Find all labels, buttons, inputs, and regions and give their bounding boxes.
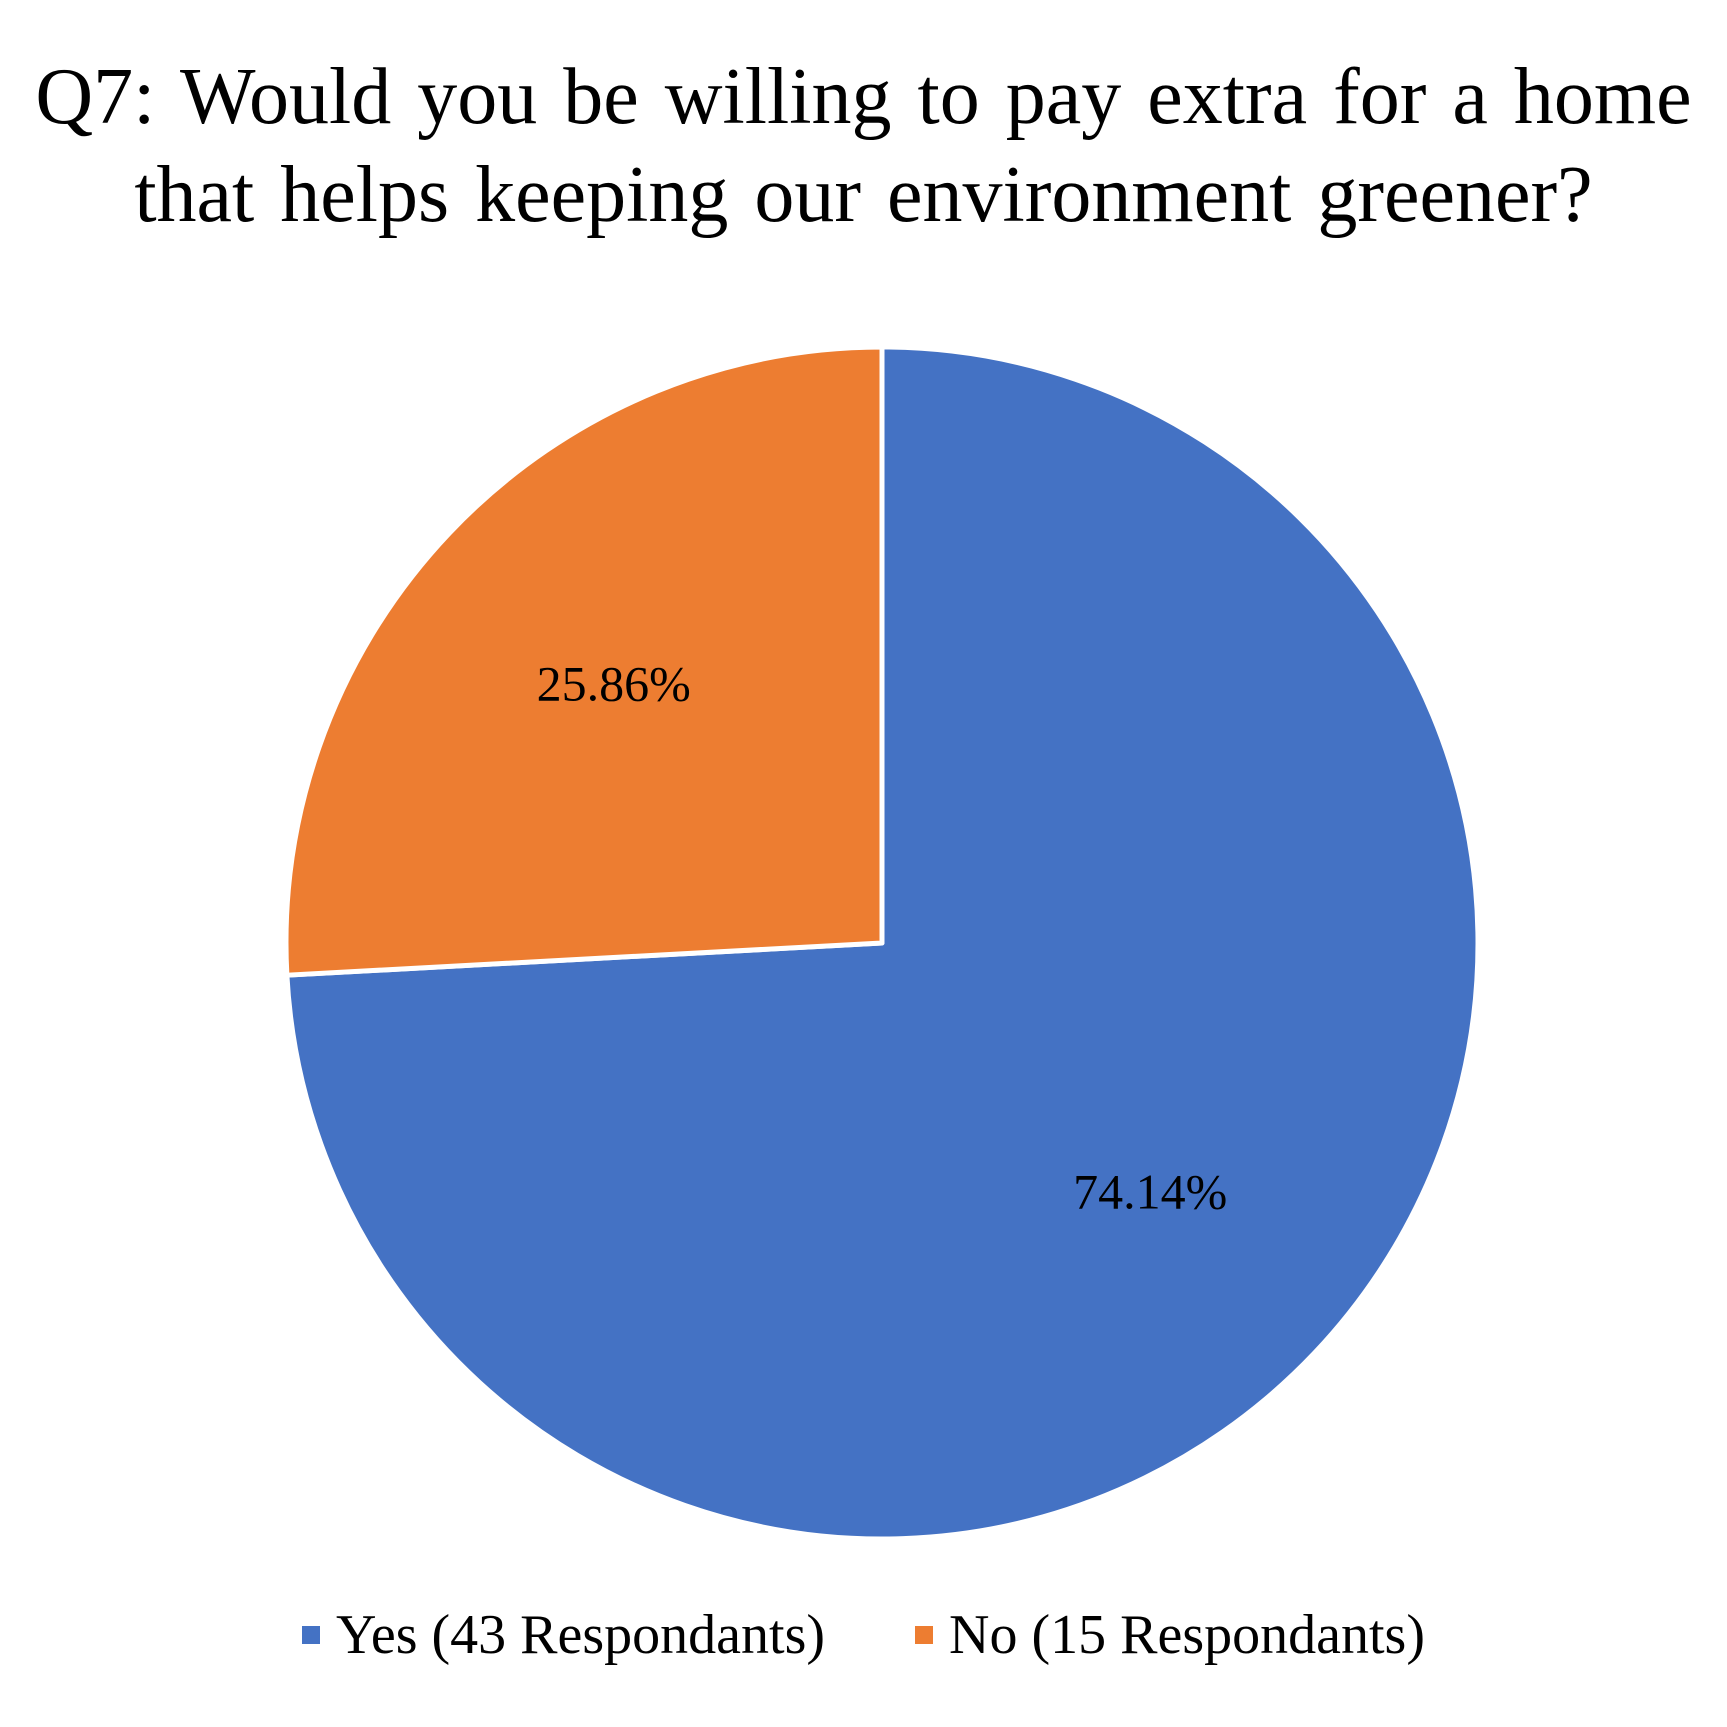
legend-item-no: No (15 Respondants) bbox=[915, 1600, 1425, 1670]
pie-data-labels: 74.14% 25.86% bbox=[537, 655, 1228, 1219]
chart-title-line-2: that helps keeping our environment green… bbox=[134, 151, 1593, 239]
legend-label-no: No (15 Respondants) bbox=[949, 1604, 1425, 1666]
legend-item-yes: Yes (43 Respondants) bbox=[302, 1600, 825, 1670]
data-label-yes: 74.14% bbox=[1073, 1164, 1227, 1220]
chart-title: Q7: Would you be willing to pay extra fo… bbox=[0, 48, 1727, 244]
pie-slices bbox=[283, 344, 1481, 1542]
chart-legend: Yes (43 Respondants) No (15 Respondants) bbox=[0, 1600, 1727, 1670]
pie-slice-no bbox=[283, 344, 885, 978]
chart-title-line-1: Q7: Would you be willing to pay extra fo… bbox=[35, 53, 1692, 141]
legend-swatch-no bbox=[915, 1626, 934, 1644]
legend-label-yes: Yes (43 Respondants) bbox=[336, 1604, 826, 1666]
legend-swatch-yes bbox=[302, 1626, 321, 1644]
data-label-no: 25.86% bbox=[537, 655, 691, 711]
